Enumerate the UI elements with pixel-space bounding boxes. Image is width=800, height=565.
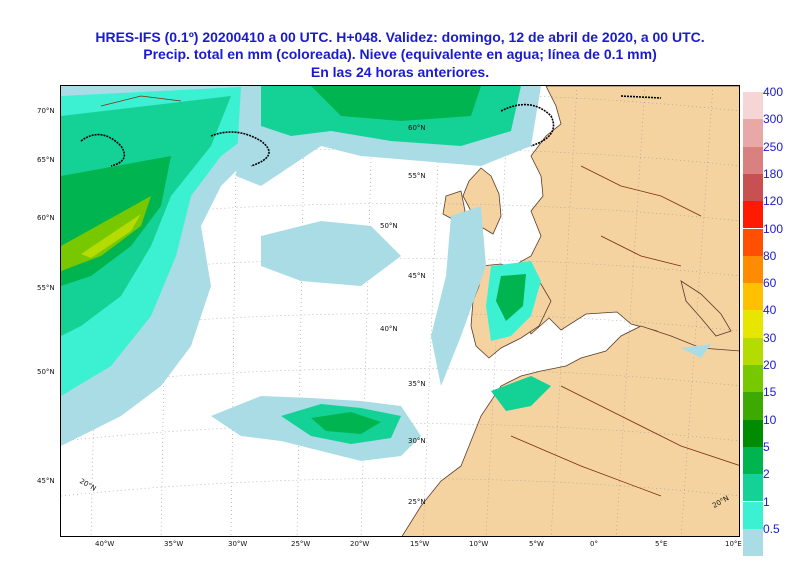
legend-swatch <box>743 146 763 174</box>
inner-latitude-label: 45°N <box>408 272 426 280</box>
longitude-label: 25°W <box>291 540 311 548</box>
legend-label: 400 <box>763 85 784 99</box>
legend-swatch <box>743 173 763 202</box>
inner-latitude-label: 60°N <box>408 124 426 132</box>
legend-label: 40 <box>763 303 777 318</box>
country-borders <box>100 95 739 497</box>
legend-label: 10 <box>763 412 777 427</box>
legend-swatch <box>743 419 763 447</box>
inner-latitude-label: 25°N <box>408 498 426 506</box>
longitude-label: 5°W <box>529 540 544 548</box>
legend-swatch <box>743 528 763 557</box>
legend-label: 30 <box>763 330 777 345</box>
latitude-label: 50°N <box>37 368 55 376</box>
longitude-label: 40°W <box>95 540 115 548</box>
precip-morocco <box>491 376 551 411</box>
longitude-label: 5°E <box>655 540 668 548</box>
legend-swatch <box>743 228 763 256</box>
legend-swatch <box>743 201 763 229</box>
legend-label: 1 <box>763 494 770 509</box>
africa-land <box>401 325 739 536</box>
legend-label: 250 <box>763 139 784 154</box>
latitude-label: 65°N <box>37 156 55 164</box>
inner-latitude-label: 35°N <box>408 380 426 388</box>
precipitation-map <box>60 85 740 537</box>
longitude-label: 20°W <box>350 540 370 548</box>
legend-label: 2 <box>763 467 770 482</box>
legend-swatch <box>743 474 763 502</box>
latitude-label: 45°N <box>37 477 55 485</box>
longitude-label: 10°W <box>469 540 489 548</box>
legend-swatch <box>743 337 763 365</box>
inner-latitude-label: 30°N <box>408 437 426 445</box>
longitude-label: 0° <box>590 540 598 548</box>
latitude-label: 70°N <box>37 107 55 115</box>
longitude-label: 35°W <box>164 540 184 548</box>
latitude-label: 60°N <box>37 214 55 222</box>
map-subtitle: Precip. total en mm (coloreada). Nieve (… <box>143 46 657 62</box>
legend-label: 180 <box>763 166 784 181</box>
legend-swatch <box>743 501 763 529</box>
precipitation-field <box>61 86 711 461</box>
legend-label: 0.5 <box>763 521 780 536</box>
legend-swatch <box>743 392 763 420</box>
legend-label: 100 <box>763 221 784 236</box>
legend-swatch <box>743 92 763 120</box>
snow-contours <box>80 95 662 167</box>
longitude-label: 10°E <box>725 540 742 548</box>
map-period: En las 24 horas anteriores. <box>310 64 490 80</box>
legend-swatch <box>743 365 763 393</box>
legend-swatch <box>743 119 763 147</box>
legend-swatch <box>743 283 763 311</box>
inner-latitude-label: 55°N <box>408 172 426 180</box>
legend-label: 120 <box>763 194 784 209</box>
legend-label: 60 <box>763 276 777 291</box>
legend-label: 15 <box>763 385 777 400</box>
latitude-label: 55°N <box>37 284 55 292</box>
inner-latitude-label: 50°N <box>380 222 398 230</box>
longitude-label: 30°W <box>228 540 248 548</box>
italy-land <box>680 280 732 337</box>
legend-swatch <box>743 446 763 475</box>
legend-swatch <box>743 255 763 284</box>
map-canvas <box>61 86 739 536</box>
legend-label: 80 <box>763 248 777 263</box>
legend-label: 5 <box>763 439 770 454</box>
legend-label: 20 <box>763 358 777 372</box>
longitude-label: 15°W <box>410 540 430 548</box>
legend-swatch <box>743 310 763 338</box>
legend-label: 300 <box>763 112 784 127</box>
map-title: HRES-IFS (0.1º) 20200410 a 00 UTC. H+048… <box>95 29 705 45</box>
inner-latitude-label: 40°N <box>380 325 398 333</box>
